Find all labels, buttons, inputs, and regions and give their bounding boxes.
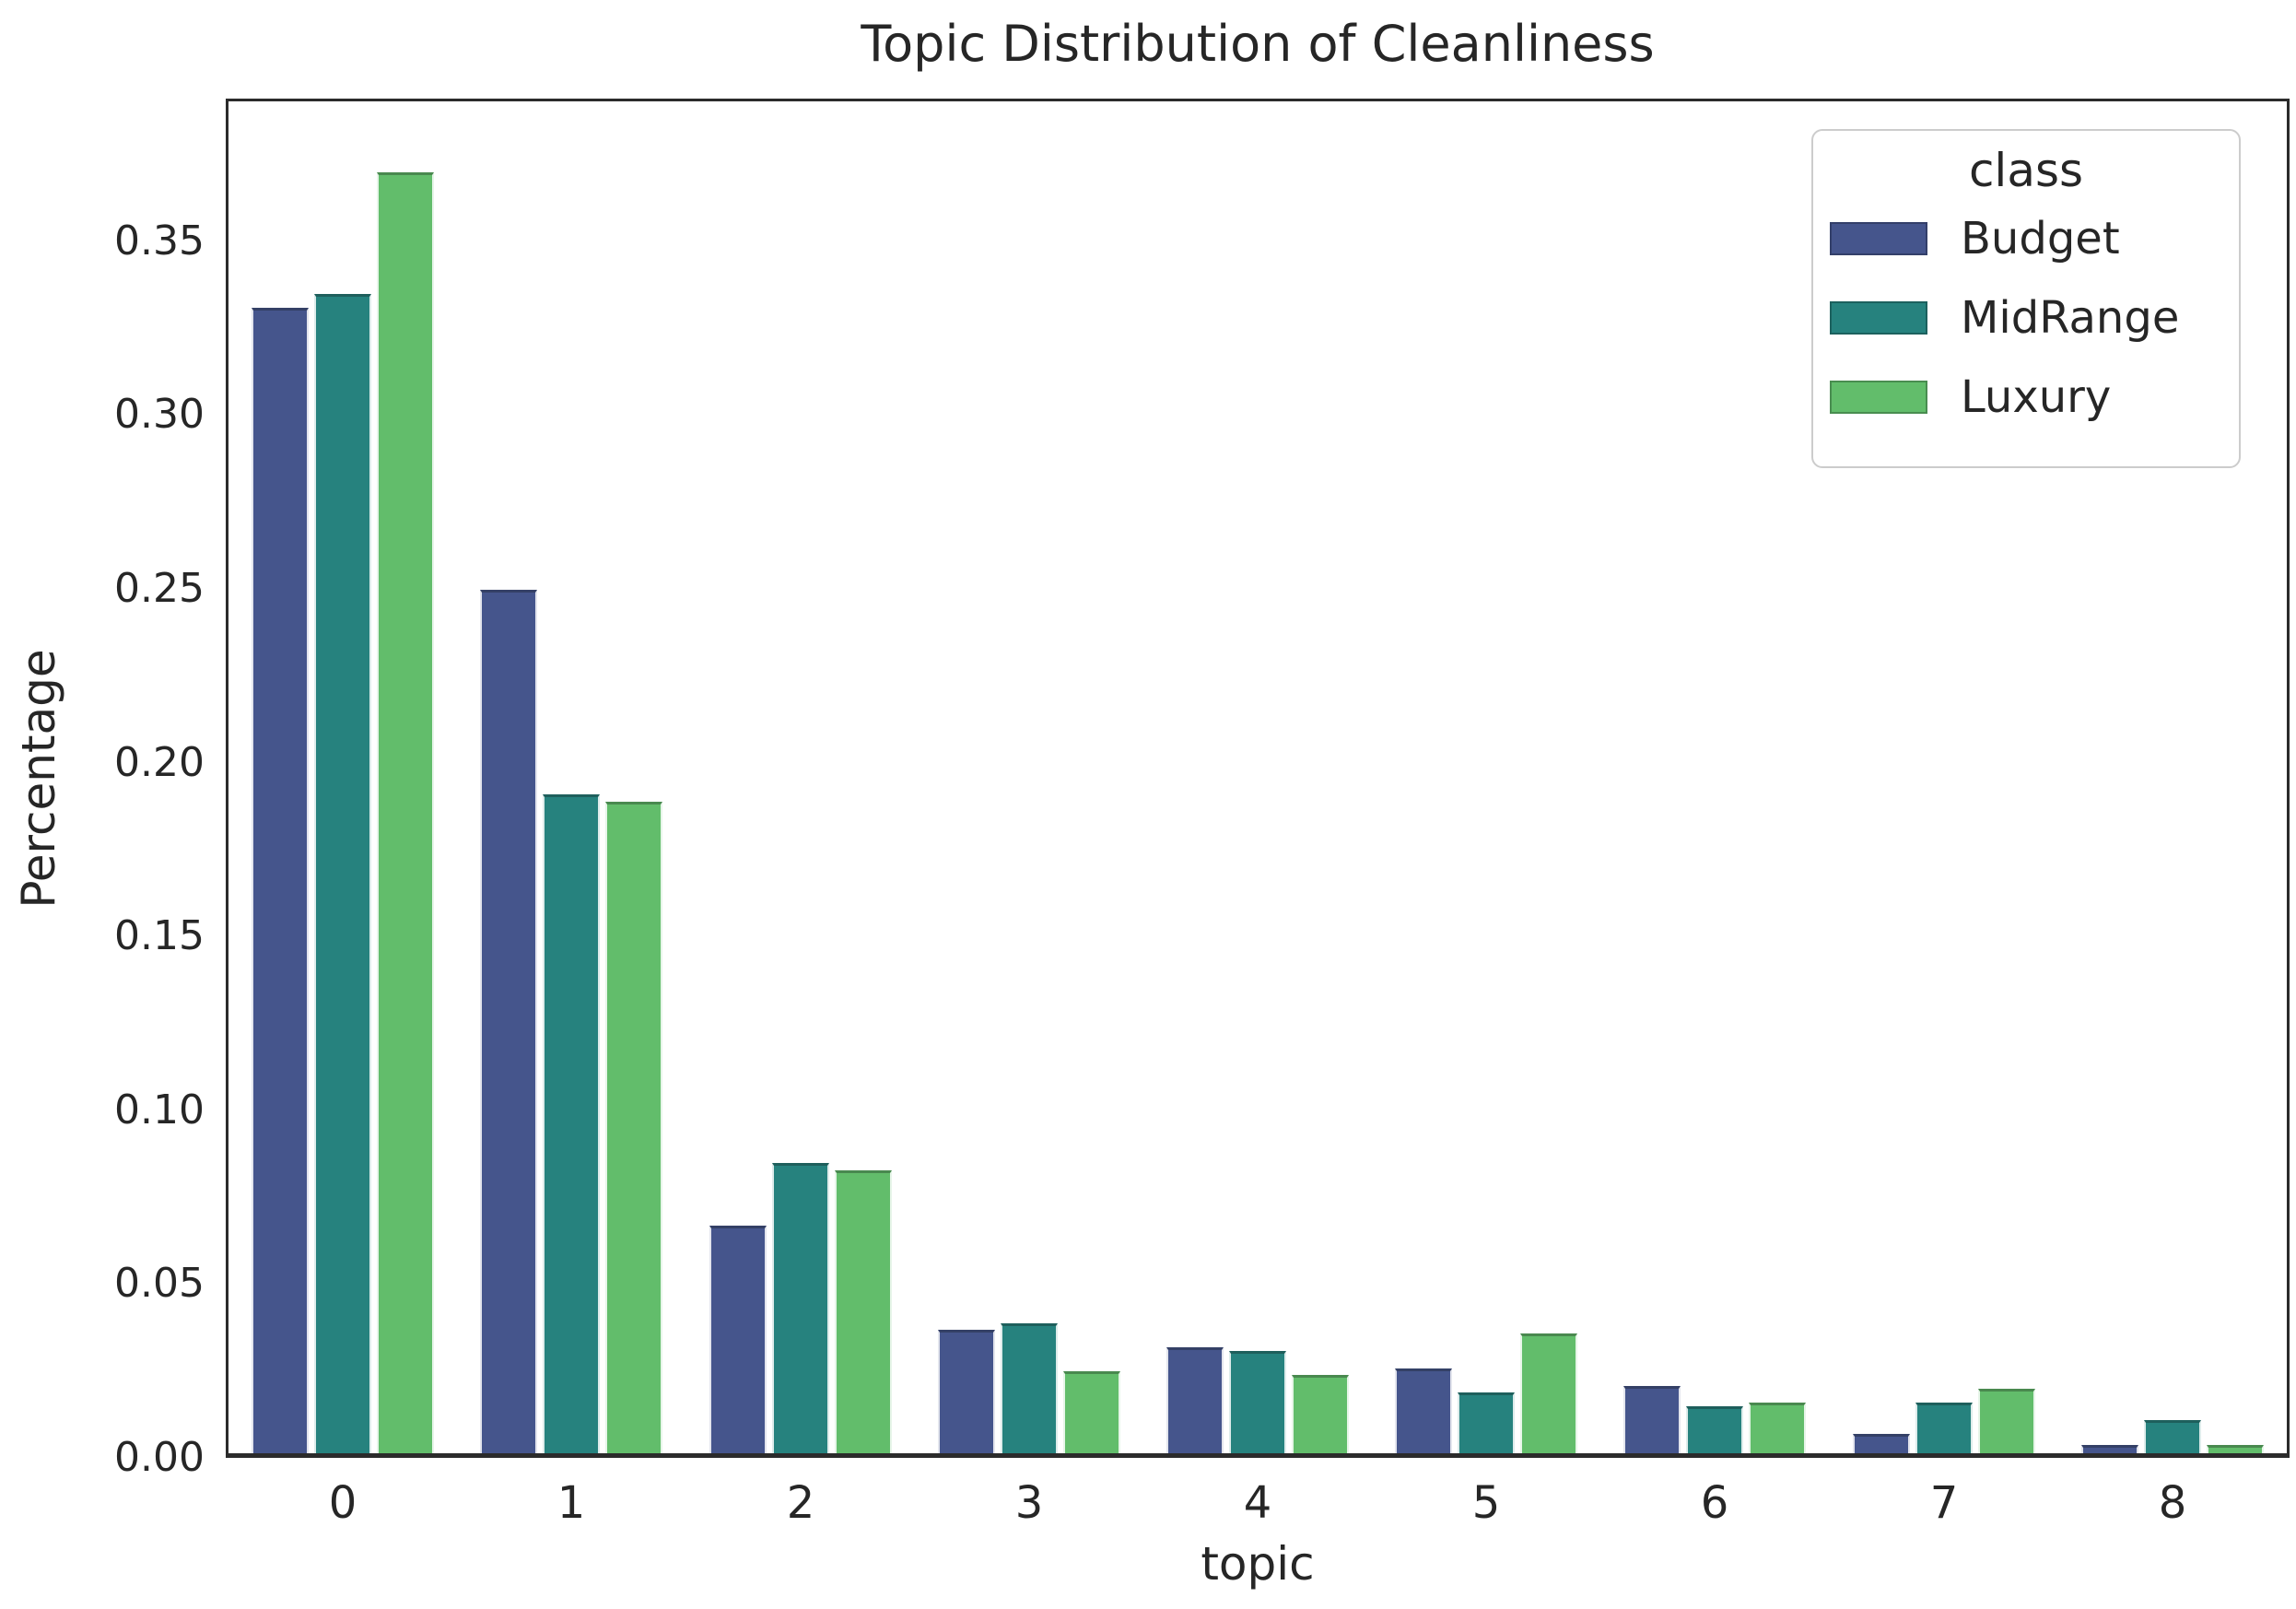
bar-budget-topic-2: [709, 1226, 767, 1455]
bar-midrange-topic-1: [543, 794, 600, 1455]
y-tick-label: 0.00: [114, 1434, 205, 1481]
bar-budget-topic-5: [1395, 1368, 1452, 1455]
bar-midrange-topic-7: [1915, 1403, 1973, 1455]
bar-midrange-topic-2: [772, 1163, 829, 1455]
legend-rows: Budget MidRange Luxury: [1830, 199, 2239, 437]
legend-label: MidRange: [1961, 292, 2180, 344]
legend-item-budget: Budget: [1830, 199, 2239, 278]
bar-midrange-topic-8: [2144, 1420, 2201, 1455]
bar-midrange-topic-0: [314, 294, 371, 1455]
bar-luxury-topic-5: [1520, 1333, 1577, 1455]
legend-swatch-icon: [1830, 381, 1927, 414]
y-tick-label: 0.30: [114, 391, 205, 439]
y-tick-label: 0.20: [114, 738, 205, 786]
x-tick-label: 0: [328, 1477, 357, 1529]
x-tick-label: 3: [1014, 1477, 1044, 1529]
bar-budget-topic-3: [938, 1330, 995, 1455]
legend-title: class: [1968, 144, 2084, 197]
legend: class Budget MidRange Luxury: [1811, 129, 2241, 468]
legend-label: Luxury: [1961, 371, 2112, 423]
x-tick-label: 4: [1243, 1477, 1272, 1529]
y-tick-label: 0.15: [114, 912, 205, 960]
bar-luxury-topic-7: [1978, 1389, 2035, 1455]
x-tick-label: 8: [2158, 1477, 2187, 1529]
x-tick-label: 1: [556, 1477, 586, 1529]
bar-budget-topic-6: [1623, 1386, 1681, 1455]
x-tick-label: 7: [1929, 1477, 1959, 1529]
y-tick-label: 0.35: [114, 217, 205, 264]
bar-midrange-topic-5: [1458, 1392, 1515, 1455]
legend-label: Budget: [1961, 213, 2120, 264]
bar-luxury-topic-6: [1749, 1403, 1806, 1455]
x-tick-label: 5: [1471, 1477, 1501, 1529]
x-axis-line: [226, 1453, 2290, 1458]
bar-budget-topic-8: [2081, 1445, 2138, 1455]
bar-luxury-topic-4: [1292, 1375, 1349, 1455]
bar-luxury-topic-0: [377, 172, 434, 1455]
y-tick-label: 0.10: [114, 1086, 205, 1133]
legend-item-luxury: Luxury: [1830, 358, 2239, 437]
bar-midrange-topic-4: [1229, 1351, 1286, 1455]
bar-luxury-topic-2: [835, 1170, 892, 1455]
bar-midrange-topic-3: [1001, 1323, 1058, 1455]
x-axis-label: topic: [1201, 1537, 1315, 1591]
chart-title: Topic Distribution of Cleanliness: [861, 15, 1655, 73]
legend-item-midrange: MidRange: [1830, 278, 2239, 358]
legend-swatch-icon: [1830, 222, 1927, 255]
bar-budget-topic-0: [252, 308, 309, 1455]
bar-budget-topic-1: [480, 590, 537, 1455]
bar-budget-topic-4: [1166, 1347, 1224, 1455]
bar-midrange-topic-6: [1686, 1406, 1743, 1455]
bar-luxury-topic-1: [605, 802, 662, 1455]
x-tick-label: 6: [1700, 1477, 1729, 1529]
bar-luxury-topic-3: [1063, 1371, 1120, 1455]
bar-luxury-topic-8: [2207, 1445, 2264, 1455]
legend-swatch-icon: [1830, 301, 1927, 335]
x-tick-label: 2: [786, 1477, 815, 1529]
y-tick-label: 0.25: [114, 564, 205, 612]
bar-budget-topic-7: [1853, 1434, 1910, 1455]
y-tick-label: 0.05: [114, 1260, 205, 1308]
